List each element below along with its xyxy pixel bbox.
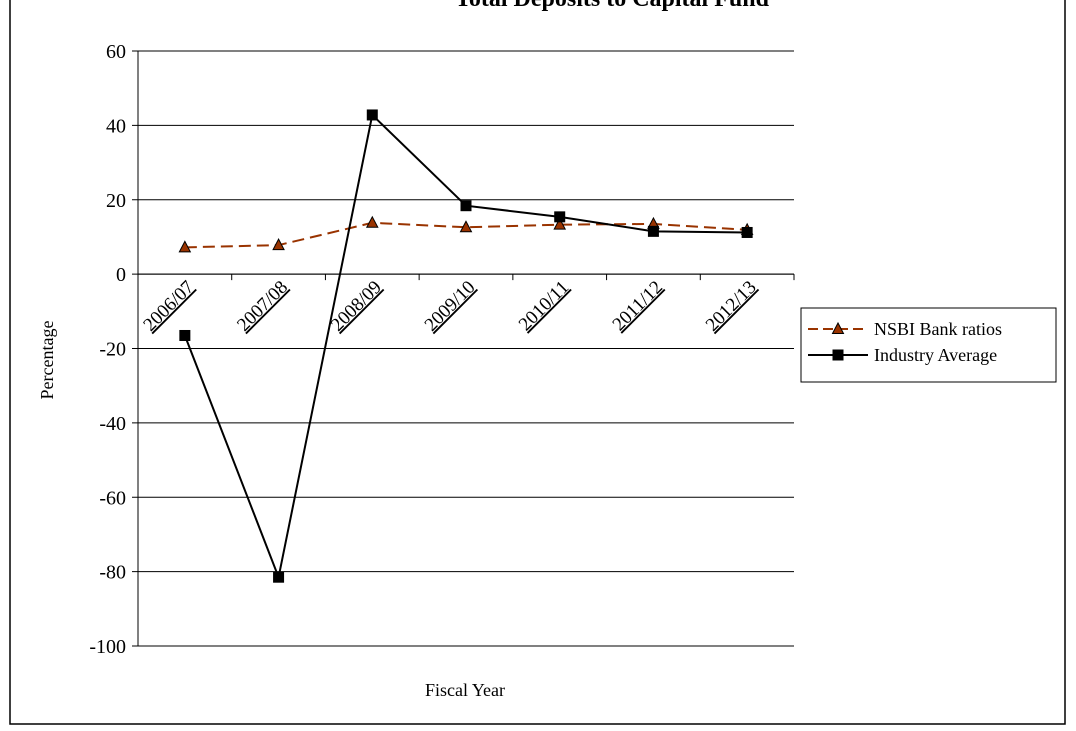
y-tick-label: 0 [116,264,126,286]
data-point [460,200,472,212]
legend-label: NSBI Bank ratios [874,319,1002,339]
y-tick-label: 60 [106,41,126,63]
legend-box [800,307,1057,383]
y-tick-labels: 60 40 20 0 -20 -40 -60 -80 -100 [89,41,126,658]
y-tick-label: -80 [99,562,126,584]
y-tick-label: -100 [89,636,126,658]
y-tick-label: 20 [106,190,126,212]
series-layer [178,109,754,583]
legend: NSBI Bank ratios Industry Average [800,307,1057,383]
series-0 [178,215,754,253]
data-point [273,571,285,583]
legend-item: Industry Average [808,345,997,365]
data-point [554,211,566,223]
data-point [365,215,379,228]
data-point [366,109,378,121]
data-point [178,240,192,253]
series-1 [179,109,753,583]
x-axis-label: Fiscal Year [425,680,505,700]
data-point [272,238,285,251]
y-tick-label: -20 [99,339,126,361]
chart-title: Total Deposits to Capital Fund [455,0,769,12]
axes [132,50,795,647]
y-tick-label: -60 [99,487,126,509]
y-tick-label: 40 [106,115,126,137]
data-point [553,217,567,230]
data-point [459,220,473,233]
y-tick-label: -40 [99,413,126,435]
data-point [741,226,753,238]
data-point [647,225,659,237]
legend-marker [831,321,845,334]
legend-marker [832,349,844,361]
data-point [179,329,191,341]
legend-item: NSBI Bank ratios [808,319,1002,339]
y-axis-label: Percentage [37,321,57,400]
legend-label: Industry Average [874,345,997,365]
